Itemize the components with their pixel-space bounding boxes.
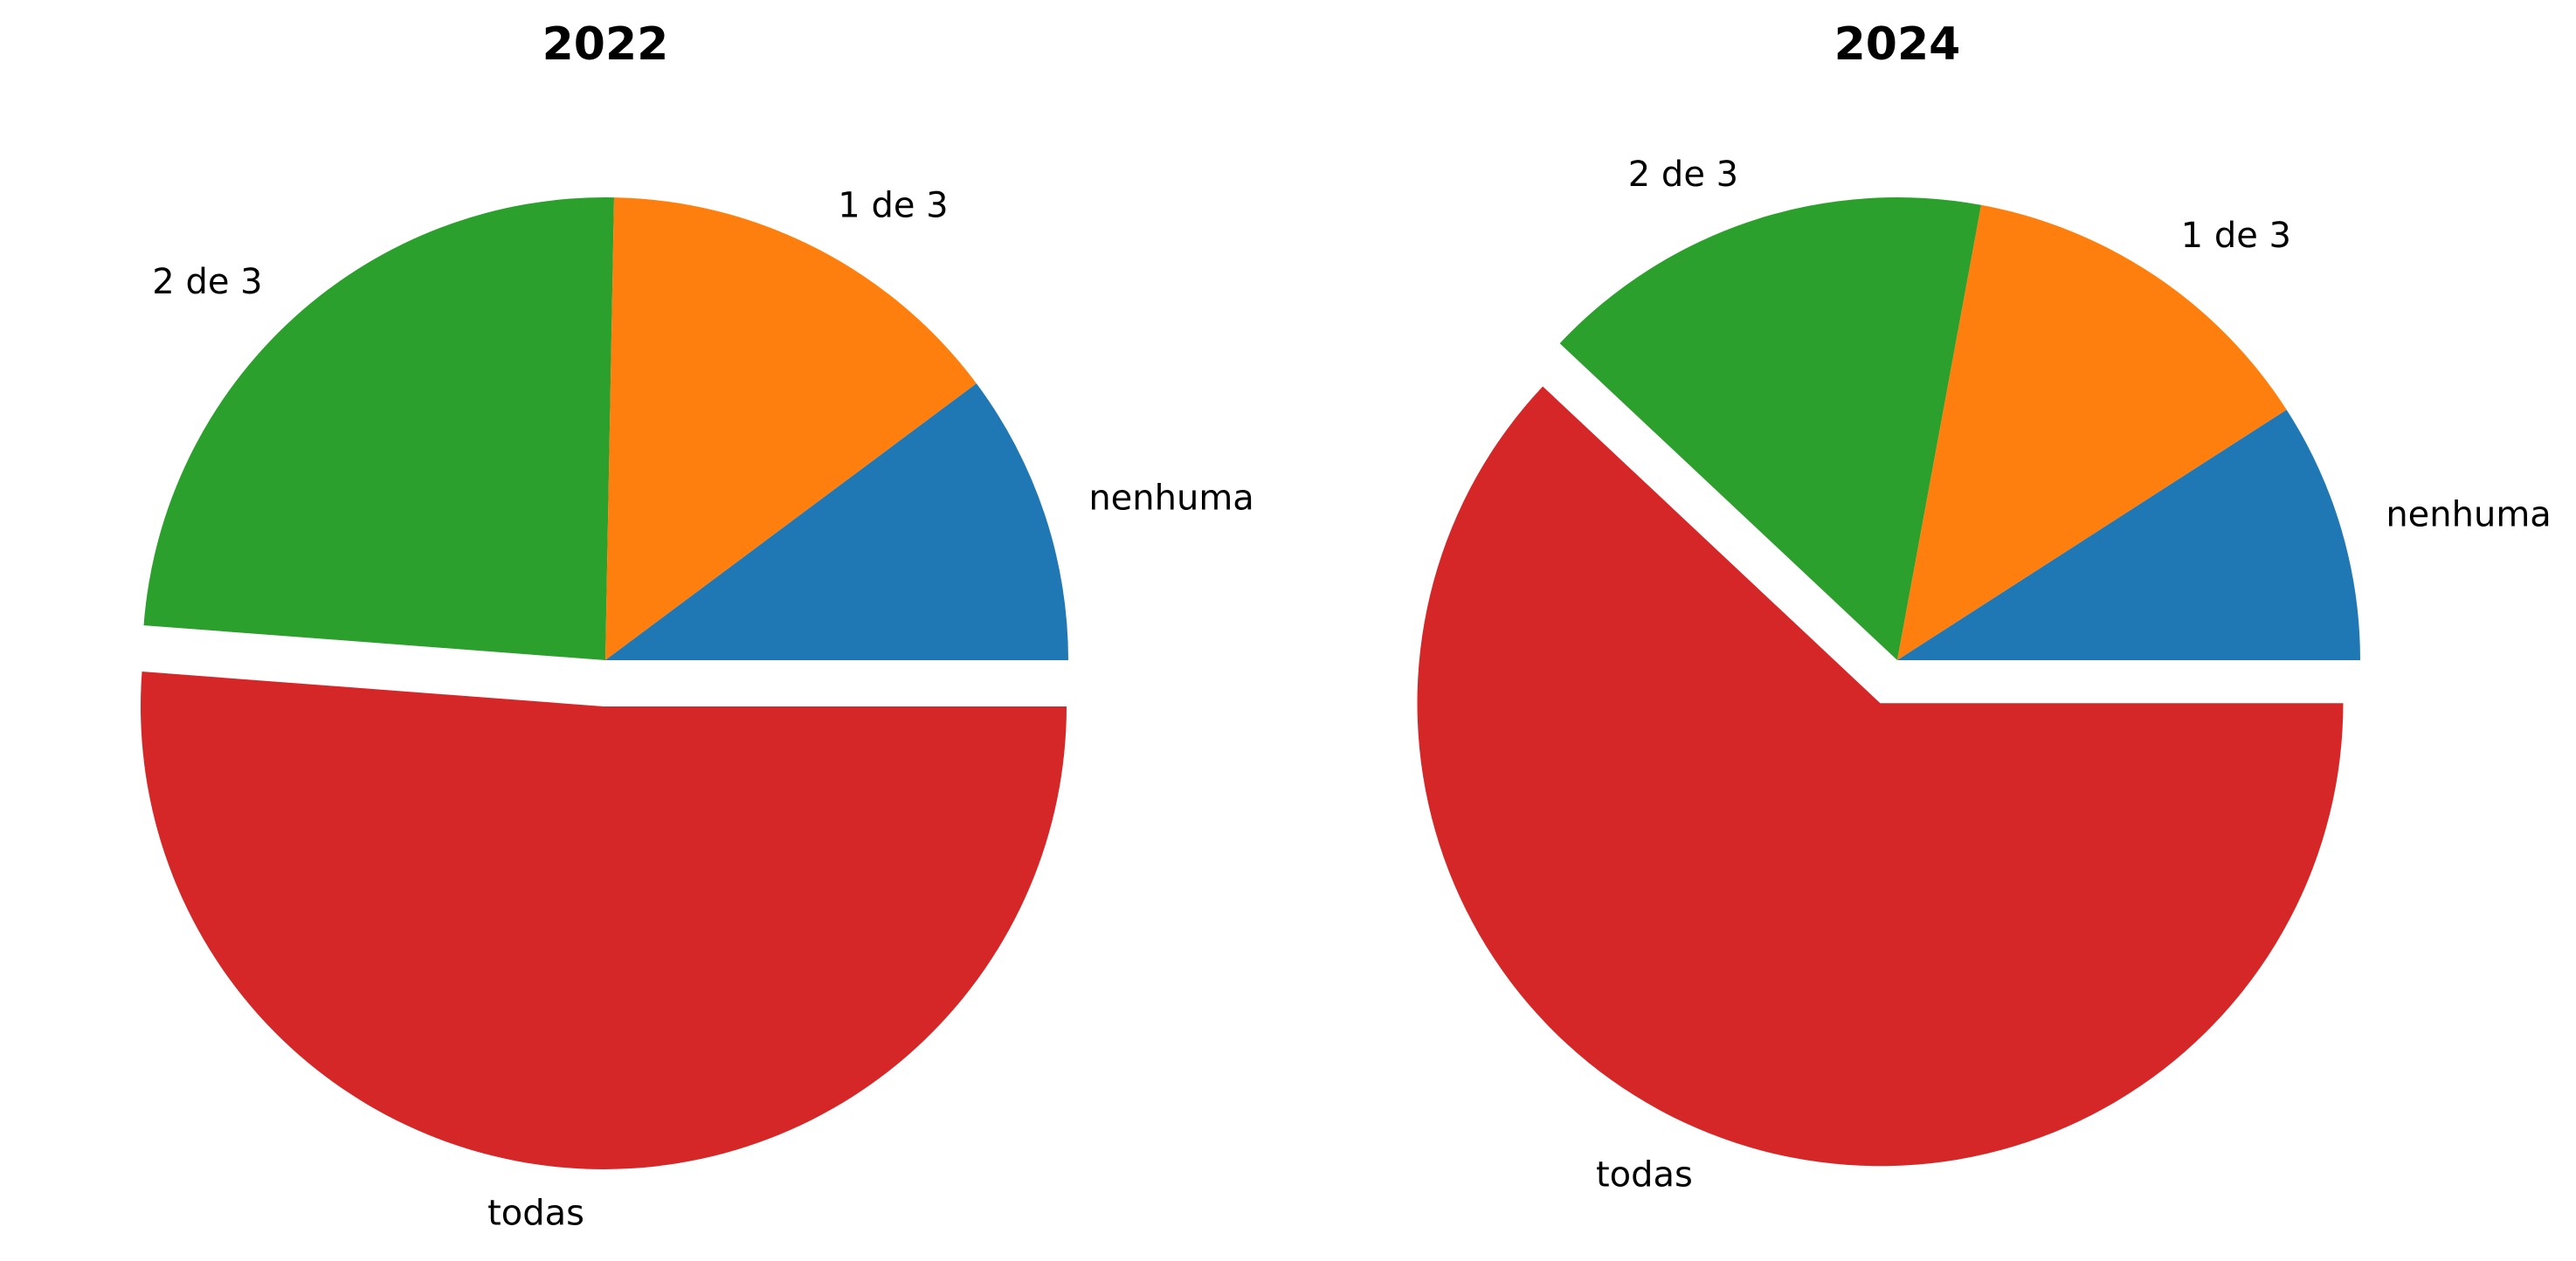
pie-slice-2022-todas xyxy=(141,672,1067,1169)
slice-label-2024-todas: todas xyxy=(1596,1154,1693,1195)
chart-title-2022: 2022 xyxy=(542,18,669,71)
pie-slice-2024-1-de-3 xyxy=(1897,204,2287,660)
chart-title-2024: 2024 xyxy=(1834,18,1961,71)
slice-label-2022-1-de-3: 1 de 3 xyxy=(838,185,948,225)
pie-slice-2022-nenhuma xyxy=(605,383,1068,660)
pie-slice-2022-1-de-3 xyxy=(605,197,977,661)
slice-label-2022-nenhuma: nenhuma xyxy=(1088,478,1254,518)
pie-chart-2024: 2024 nenhuma 1 de 3 2 de 3 todas xyxy=(1417,18,2552,1195)
slice-label-2024-1-de-3: 1 de 3 xyxy=(2181,216,2291,256)
slice-label-2022-todas: todas xyxy=(487,1194,584,1234)
pie-slice-2024-2-de-3 xyxy=(1559,196,1982,660)
pie-slice-2022-2-de-3 xyxy=(143,196,614,660)
pie-chart-2022: 2022 nenhuma 1 de 3 2 de 3 todas xyxy=(141,18,1254,1234)
slice-label-2024-nenhuma: nenhuma xyxy=(2386,495,2552,535)
slice-label-2022-2-de-3: 2 de 3 xyxy=(152,262,262,302)
slice-label-2024-2-de-3: 2 de 3 xyxy=(1628,155,1738,195)
pie-slice-2024-todas xyxy=(1417,386,2344,1167)
pie-slice-2024-nenhuma xyxy=(1897,410,2360,660)
